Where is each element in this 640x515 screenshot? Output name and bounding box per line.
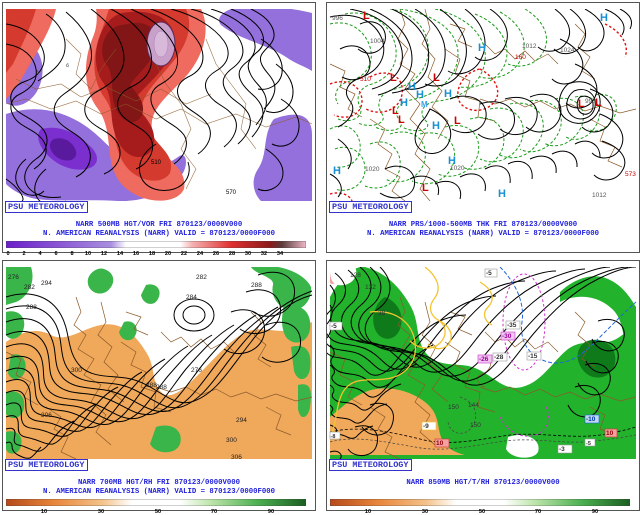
- svg-text:132: 132: [365, 284, 376, 291]
- svg-text:0: 0: [6, 251, 9, 257]
- svg-text:30: 30: [422, 509, 428, 515]
- svg-text:6: 6: [54, 251, 57, 257]
- svg-text:18: 18: [149, 251, 155, 257]
- svg-text:38: 38: [378, 310, 386, 317]
- svg-text:276: 276: [8, 274, 19, 281]
- svg-text:288: 288: [156, 384, 167, 391]
- svg-text:10: 10: [85, 251, 91, 257]
- svg-text:150: 150: [470, 422, 481, 429]
- svg-text:144: 144: [468, 402, 479, 409]
- svg-text:288: 288: [26, 304, 37, 311]
- svg-text:H: H: [400, 97, 408, 109]
- svg-text:160: 160: [515, 54, 526, 61]
- svg-text:H: H: [432, 120, 440, 132]
- svg-text:2: 2: [22, 251, 25, 257]
- svg-text:5: 5: [36, 70, 39, 76]
- svg-text:1024: 1024: [560, 47, 575, 54]
- svg-text:34: 34: [277, 251, 284, 257]
- svg-text:998: 998: [585, 98, 596, 105]
- svg-text:70: 70: [535, 509, 541, 515]
- svg-text:-30: -30: [502, 333, 512, 340]
- svg-text:294: 294: [41, 280, 52, 287]
- svg-text:H: H: [478, 42, 486, 54]
- svg-text:-5: -5: [331, 323, 337, 330]
- svg-text:150: 150: [448, 404, 459, 411]
- svg-text:H: H: [408, 81, 416, 93]
- svg-text:570: 570: [226, 190, 237, 196]
- svg-text:16: 16: [133, 251, 139, 257]
- svg-text:-26: -26: [479, 356, 489, 363]
- svg-text:10: 10: [41, 509, 47, 515]
- svg-text:L: L: [454, 115, 461, 127]
- svg-text:L: L: [433, 72, 440, 84]
- svg-text:50: 50: [479, 509, 485, 515]
- svg-text:1012: 1012: [522, 43, 537, 50]
- svg-text:H: H: [498, 188, 506, 200]
- svg-text:L: L: [578, 98, 585, 110]
- svg-text:1020: 1020: [365, 166, 380, 173]
- svg-text:282: 282: [24, 284, 35, 291]
- svg-text:-10: -10: [586, 416, 596, 423]
- svg-text:L: L: [363, 10, 370, 22]
- svg-text:32: 32: [261, 251, 267, 257]
- svg-text:-28: -28: [494, 354, 504, 361]
- svg-text:306: 306: [41, 412, 52, 419]
- svg-text:14: 14: [117, 251, 124, 257]
- svg-text:-9: -9: [423, 423, 429, 430]
- svg-text:-35: -35: [507, 322, 517, 329]
- svg-text:10: 10: [365, 509, 371, 515]
- svg-text:22: 22: [181, 251, 187, 257]
- svg-text:1020: 1020: [450, 165, 465, 172]
- svg-text:L: L: [595, 97, 602, 109]
- svg-text:294: 294: [236, 417, 247, 424]
- svg-text:996: 996: [332, 15, 343, 22]
- svg-text:L: L: [398, 114, 405, 126]
- svg-text:1012: 1012: [592, 192, 607, 199]
- svg-text:282: 282: [196, 274, 207, 281]
- svg-text:10: 10: [606, 430, 614, 437]
- svg-text:10: 10: [436, 440, 444, 447]
- svg-text:50: 50: [155, 509, 161, 515]
- svg-text:26: 26: [213, 251, 219, 257]
- svg-text:H: H: [444, 88, 452, 100]
- svg-text:H: H: [600, 12, 608, 24]
- svg-text:H: H: [416, 89, 424, 101]
- svg-text:24: 24: [197, 251, 204, 257]
- svg-text:H: H: [333, 165, 341, 177]
- svg-text:510: 510: [360, 76, 371, 83]
- svg-text:288: 288: [251, 282, 262, 289]
- svg-text:276: 276: [191, 367, 202, 374]
- svg-text:300: 300: [226, 437, 237, 444]
- svg-text:20: 20: [165, 251, 171, 257]
- svg-text:8: 8: [70, 251, 73, 257]
- svg-text:-15: -15: [528, 353, 538, 360]
- svg-text:-8: -8: [331, 434, 336, 440]
- svg-text:90: 90: [592, 509, 598, 515]
- svg-text:90: 90: [268, 509, 274, 515]
- svg-text:128: 128: [350, 272, 361, 279]
- svg-text:284: 284: [186, 294, 197, 301]
- svg-text:12: 12: [101, 251, 107, 257]
- svg-text:30: 30: [98, 509, 104, 515]
- svg-text:L: L: [390, 72, 397, 84]
- svg-text:-5: -5: [486, 270, 492, 277]
- svg-text:300: 300: [71, 367, 82, 374]
- svg-text:1004: 1004: [370, 38, 385, 45]
- svg-text:-5: -5: [586, 441, 591, 447]
- svg-text:306: 306: [231, 454, 242, 459]
- svg-text:4: 4: [38, 251, 42, 257]
- svg-text:510: 510: [151, 160, 162, 166]
- svg-text:M: M: [421, 100, 428, 109]
- svg-text:-3: -3: [559, 446, 565, 453]
- svg-text:28: 28: [229, 251, 235, 257]
- svg-text:70: 70: [211, 509, 217, 515]
- svg-text:573: 573: [625, 171, 636, 178]
- svg-text:L: L: [422, 182, 429, 194]
- svg-text:30: 30: [245, 251, 251, 257]
- svg-text:6: 6: [66, 63, 69, 69]
